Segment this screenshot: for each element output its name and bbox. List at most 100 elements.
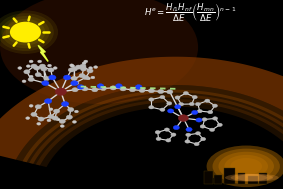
Circle shape [110,86,116,90]
Circle shape [71,67,78,71]
Circle shape [49,75,56,80]
Circle shape [77,85,84,89]
Circle shape [44,76,50,81]
Bar [248,176,258,184]
Circle shape [213,104,218,107]
Circle shape [79,74,85,78]
Circle shape [75,65,82,69]
Circle shape [82,87,88,91]
Circle shape [115,84,122,88]
Bar [204,171,213,184]
Circle shape [68,68,74,72]
Circle shape [0,13,54,51]
Circle shape [129,88,136,92]
Circle shape [89,67,93,69]
Circle shape [183,91,188,95]
Circle shape [175,105,181,109]
Circle shape [202,118,207,121]
Circle shape [87,69,93,73]
Polygon shape [16,85,283,162]
Circle shape [0,10,58,54]
Circle shape [6,19,45,45]
Circle shape [194,142,199,146]
Circle shape [44,99,52,104]
Circle shape [201,137,206,141]
Circle shape [82,62,86,65]
Circle shape [72,121,76,123]
Circle shape [38,117,44,121]
Circle shape [31,112,37,116]
Text: $\mathit{H}^e = \dfrac{\mathit{H}_{i1}\mathit{H}_{nf}}{\Delta E}\left(\dfrac{\ma: $\mathit{H}^e = \dfrac{\mathit{H}_{i1}\m… [144,2,237,24]
Circle shape [164,128,170,131]
Circle shape [35,105,41,109]
Circle shape [80,64,86,68]
Circle shape [10,22,41,43]
Circle shape [168,109,174,113]
Ellipse shape [225,174,267,181]
Circle shape [43,82,47,84]
Circle shape [34,66,40,70]
Circle shape [148,89,155,93]
Circle shape [39,64,46,68]
Polygon shape [29,94,283,166]
Circle shape [53,109,60,113]
Circle shape [71,76,77,81]
Circle shape [100,86,106,91]
Circle shape [68,108,74,112]
Circle shape [192,110,198,115]
Ellipse shape [207,146,283,187]
Circle shape [28,77,34,81]
Circle shape [37,122,41,125]
Circle shape [189,102,194,106]
Circle shape [48,68,54,72]
Circle shape [186,133,191,136]
Circle shape [208,110,213,114]
Circle shape [71,65,75,67]
Circle shape [135,85,142,89]
Circle shape [205,99,210,102]
Circle shape [97,84,104,88]
Circle shape [149,106,154,109]
Circle shape [1,16,50,48]
Circle shape [196,118,202,122]
Circle shape [158,89,164,94]
Circle shape [149,98,154,101]
Circle shape [175,96,180,99]
Circle shape [167,90,173,94]
Circle shape [49,108,53,111]
Ellipse shape [230,158,262,175]
Ellipse shape [0,0,198,104]
Circle shape [22,80,26,83]
Ellipse shape [224,155,268,178]
Polygon shape [0,57,283,160]
Ellipse shape [236,174,279,181]
Circle shape [166,139,171,142]
Circle shape [31,64,37,68]
Circle shape [83,75,89,80]
Circle shape [75,82,79,84]
Circle shape [26,65,30,67]
Circle shape [41,67,47,71]
Polygon shape [23,90,283,164]
Circle shape [179,103,184,106]
Circle shape [29,105,33,107]
Circle shape [94,66,98,68]
Circle shape [91,76,95,79]
Circle shape [29,60,33,63]
Circle shape [18,67,22,69]
Circle shape [47,119,51,122]
Circle shape [120,87,126,91]
Circle shape [71,81,78,86]
Circle shape [139,88,145,92]
Circle shape [217,123,222,127]
Bar [238,173,245,184]
Circle shape [48,115,54,119]
Bar [259,173,267,184]
Circle shape [24,70,30,74]
Circle shape [72,88,78,92]
Circle shape [66,115,72,119]
Circle shape [84,60,88,63]
Circle shape [178,115,188,122]
Circle shape [63,75,71,80]
Polygon shape [38,45,48,61]
